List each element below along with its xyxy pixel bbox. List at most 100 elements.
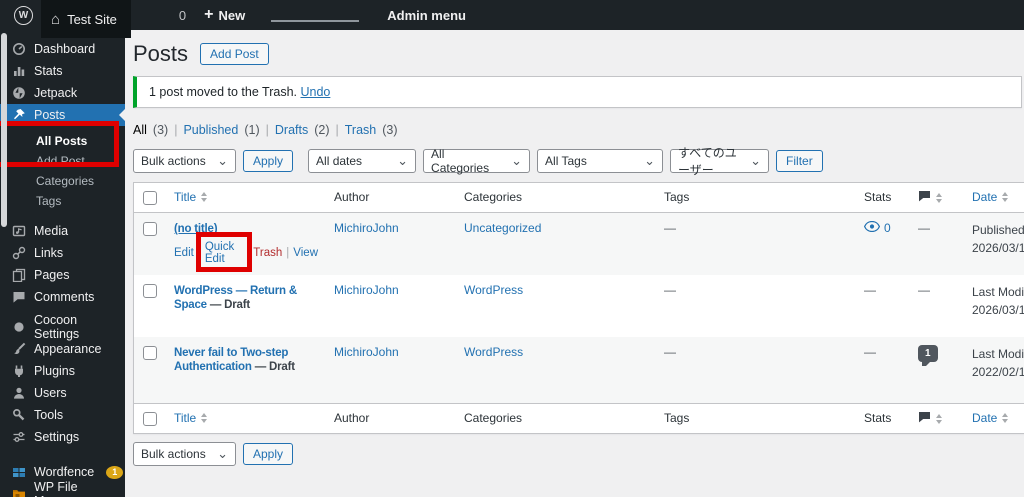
trash-link[interactable]: Trash: [253, 247, 283, 259]
view-drafts-link[interactable]: Drafts: [274, 123, 309, 137]
sidebar-item-dashboard[interactable]: Dashboard: [0, 38, 125, 60]
wordpress-logo-icon[interactable]: W: [14, 5, 33, 25]
sidebar-item-settings[interactable]: Settings: [0, 426, 125, 448]
row-actions: Edit | Quick Edit | Trash | View: [174, 232, 318, 272]
author-link[interactable]: MichiroJohn: [334, 345, 399, 359]
sidebar-item-tools[interactable]: Tools: [0, 404, 125, 426]
sidebar-item-posts[interactable]: Posts: [0, 104, 125, 126]
sidebar-item-all-posts[interactable]: All Posts: [0, 121, 125, 167]
sidebar-item-stats[interactable]: Stats: [0, 60, 125, 82]
undo-link[interactable]: Undo: [300, 85, 331, 99]
categories-filter-select[interactable]: All Categories ⌄: [423, 147, 531, 175]
tags-value: —: [664, 283, 676, 297]
row-checkbox[interactable]: [143, 284, 157, 298]
separator: |: [265, 123, 269, 137]
sidebar-item-wordfence[interactable]: Wordfence 1: [0, 461, 125, 483]
sidebar-item-label: Appearance: [34, 342, 102, 356]
apply-button-bottom[interactable]: Apply: [243, 443, 294, 465]
admin-bar-comments-count[interactable]: 0: [178, 7, 187, 23]
edit-link[interactable]: Edit: [174, 247, 194, 259]
site-menu[interactable]: ⌂ Test Site: [41, 0, 131, 38]
sidebar-item-plugins[interactable]: Plugins: [0, 360, 125, 382]
view-link[interactable]: View: [293, 247, 318, 259]
sidebar-item-links[interactable]: Links: [0, 242, 125, 264]
dates-filter-select[interactable]: All dates ⌄: [308, 149, 417, 173]
current-menu-arrow: [119, 109, 125, 121]
category-link[interactable]: Uncategorized: [464, 221, 542, 235]
comment-count-bubble[interactable]: 1: [918, 345, 938, 366]
view-trash-link[interactable]: Trash: [344, 123, 377, 137]
sidebar-item-add-post[interactable]: Add Post: [0, 151, 125, 171]
sidebar-item-cocoon-settings[interactable]: Cocoon Settings: [0, 313, 125, 341]
comments-column-icon[interactable]: [918, 411, 931, 426]
wordfence-icon: [11, 465, 26, 480]
select-value: All Categories: [431, 147, 490, 175]
post-title-link[interactable]: Never fail to Two-step Authentication: [174, 347, 289, 373]
stats-icon: [11, 64, 26, 79]
view-published-link[interactable]: Published: [183, 123, 239, 137]
filter-button[interactable]: Filter: [776, 150, 823, 172]
stats-column-header: Stats: [864, 190, 892, 204]
links-chain-icon: [11, 246, 26, 261]
wrench-icon: [11, 408, 26, 423]
admin-menu-item[interactable]: Admin menu: [387, 7, 466, 23]
sort-title-header[interactable]: Title: [174, 190, 196, 204]
author-link[interactable]: MichiroJohn: [334, 283, 399, 297]
new-content-button[interactable]: + New: [204, 7, 245, 23]
sort-date-header[interactable]: Date: [972, 190, 997, 204]
left-edge-artifact: [1, 33, 7, 227]
sidebar-item-jetpack[interactable]: Jetpack: [0, 82, 125, 104]
sort-arrows-icon: [936, 192, 942, 203]
sidebar-item-categories[interactable]: Categories: [0, 171, 125, 191]
view-all-link[interactable]: All: [133, 123, 147, 137]
select-value: Bulk actions: [141, 447, 206, 461]
row-checkbox[interactable]: [143, 222, 157, 236]
page-title: Posts: [133, 41, 189, 66]
add-post-button[interactable]: Add Post: [200, 43, 269, 65]
posts-list-table: Title Author Categories Tags Stats Date …: [133, 182, 1024, 434]
sort-date-header[interactable]: Date: [972, 411, 997, 425]
sidebar-item-users[interactable]: Users: [0, 382, 125, 404]
post-title-link[interactable]: WordPress — Return & Space: [174, 285, 297, 311]
sort-title-header[interactable]: Title: [174, 411, 196, 425]
users-filter-select[interactable]: すべてのユーザー ⌄: [670, 146, 770, 177]
media-icon: [11, 224, 26, 239]
apply-button[interactable]: Apply: [243, 150, 294, 172]
tags-value: —: [664, 345, 676, 359]
sidebar-item-label: Stats: [34, 64, 63, 78]
chevron-down-icon: ⌄: [750, 153, 762, 169]
sidebar-item-appearance[interactable]: Appearance: [0, 338, 125, 360]
bulk-actions-select[interactable]: Bulk actions ⌄: [133, 149, 236, 173]
post-title-link[interactable]: (no title): [174, 223, 218, 235]
stats-value: —: [864, 283, 876, 297]
tags-column-header: Tags: [664, 411, 690, 425]
sidebar-item-wp-file-manager[interactable]: WP File Manager: [0, 480, 125, 497]
category-link[interactable]: WordPress: [464, 283, 524, 297]
row-checkbox[interactable]: [143, 346, 157, 360]
views-eye-icon: [863, 220, 881, 235]
views-count-link[interactable]: 0: [884, 221, 891, 235]
bulk-actions-select-bottom[interactable]: Bulk actions ⌄: [133, 442, 236, 466]
table-footer-row: Title Author Categories Tags Stats Date: [134, 403, 1024, 433]
table-nav-bottom: Bulk actions ⌄ Apply: [133, 442, 1024, 466]
comments-column-icon[interactable]: [918, 190, 931, 205]
table-header-row: Title Author Categories Tags Stats Date: [134, 183, 1024, 213]
select-all-checkbox[interactable]: [143, 191, 157, 205]
user-icon: [11, 386, 26, 401]
date-value: 2022/02/19 at 2: [972, 365, 1024, 379]
tags-filter-select[interactable]: All Tags ⌄: [537, 149, 664, 173]
author-link[interactable]: MichiroJohn: [334, 221, 399, 235]
sidebar-item-tags[interactable]: Tags: [0, 191, 125, 211]
post-row: WordPress — Return & Space — Draft Michi…: [134, 275, 1024, 337]
sidebar-item-pages[interactable]: Pages: [0, 264, 125, 286]
post-state-label: — Draft: [206, 299, 251, 311]
sidebar-item-comments[interactable]: Comments: [0, 286, 125, 308]
quick-edit-link[interactable]: Quick Edit: [204, 241, 235, 265]
sidebar-item-media[interactable]: Media: [0, 220, 125, 242]
wordfence-count-badge: 1: [106, 465, 124, 479]
category-link[interactable]: WordPress: [464, 345, 524, 359]
date-value: 2026/03/17 at 1: [972, 241, 1024, 255]
view-count: (2): [314, 123, 330, 137]
sidebar-item-label: Posts: [34, 108, 66, 122]
select-all-checkbox[interactable]: [143, 412, 157, 426]
